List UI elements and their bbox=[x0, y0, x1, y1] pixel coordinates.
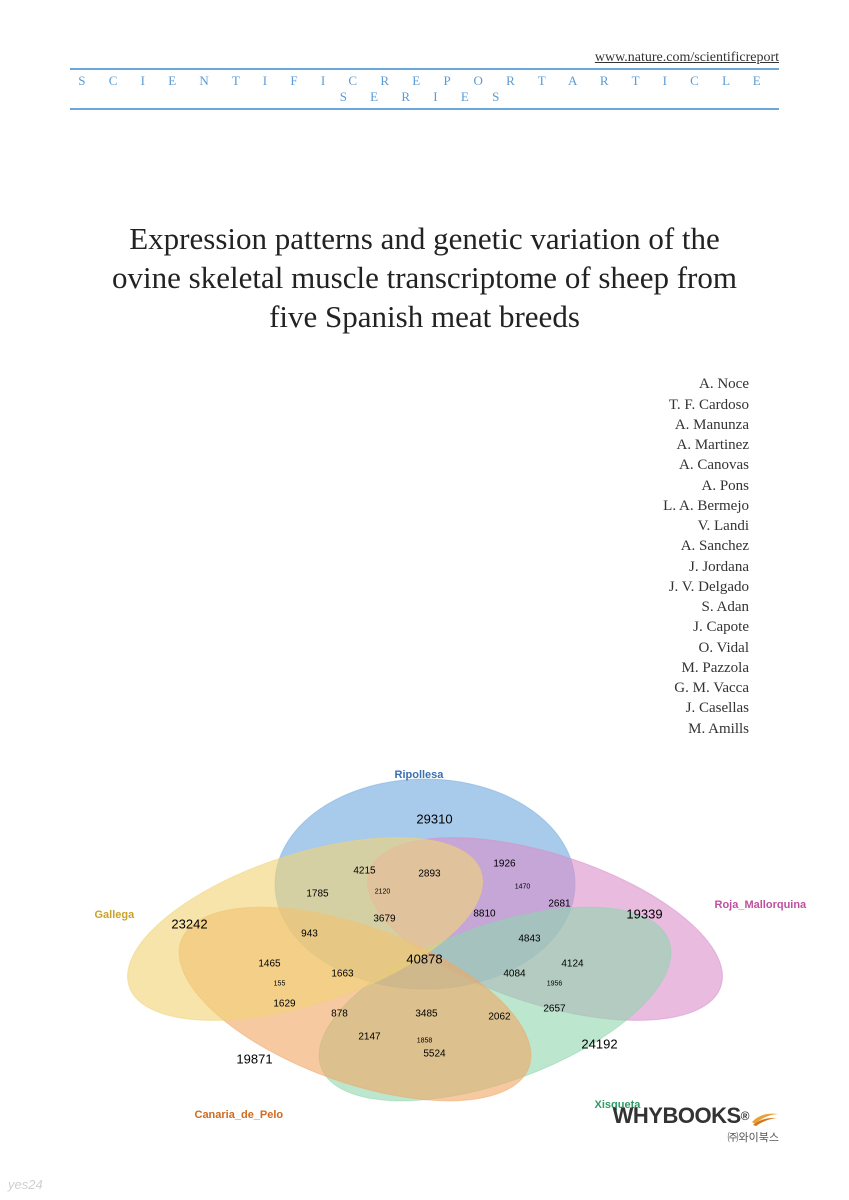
series-banner: S C I E N T I F I C R E P O R T A R T I … bbox=[70, 68, 779, 110]
author: G. M. Vacca bbox=[70, 678, 749, 698]
venn-intersection: 3679 bbox=[373, 913, 395, 924]
venn-intersection: 4215 bbox=[353, 865, 375, 876]
author-list: A. NoceT. F. CardosoA. ManunzaA. Martine… bbox=[70, 374, 779, 739]
venn-count-canaria: 19871 bbox=[236, 1051, 272, 1066]
venn-center-count: 40878 bbox=[406, 951, 442, 966]
source-url: www.nature.com/scientificreport bbox=[70, 50, 779, 66]
author: A. Sanchez bbox=[70, 536, 749, 556]
venn-count-ripollesa: 29310 bbox=[416, 811, 452, 826]
venn-intersection: 2657 bbox=[543, 1003, 565, 1014]
author: J. V. Delgado bbox=[70, 577, 749, 597]
venn-intersection: 155 bbox=[274, 980, 286, 987]
publisher-brand: WHYBOOKS® bbox=[613, 1103, 779, 1129]
venn-intersection: 943 bbox=[301, 928, 318, 939]
page-root: www.nature.com/scientificreport S C I E … bbox=[0, 0, 849, 1200]
publisher-sub: ㈜와이북스 bbox=[613, 1129, 779, 1145]
venn-intersection: 878 bbox=[331, 1008, 348, 1019]
venn-label-ripollesa: Ripollesa bbox=[395, 769, 444, 781]
venn-intersection: 1465 bbox=[258, 958, 280, 969]
venn-intersection: 4124 bbox=[561, 958, 583, 969]
author: J. Jordana bbox=[70, 557, 749, 577]
brand-reg: ® bbox=[741, 1109, 749, 1123]
venn-count-roja: 19339 bbox=[626, 906, 662, 921]
watermark: yes24 bbox=[8, 1177, 43, 1192]
venn-intersection: 3485 bbox=[415, 1008, 437, 1019]
paper-title: Expression patterns and genetic variatio… bbox=[110, 220, 739, 336]
brand-swoosh-icon bbox=[751, 1107, 779, 1125]
venn-count-gallega: 23242 bbox=[171, 916, 207, 931]
venn-intersection: 1663 bbox=[331, 968, 353, 979]
venn-intersection: 1956 bbox=[547, 980, 563, 987]
author: A. Noce bbox=[70, 374, 749, 394]
publisher-block: WHYBOOKS® ㈜와이북스 bbox=[613, 1103, 779, 1145]
venn-intersection: 1629 bbox=[273, 998, 295, 1009]
venn-intersection: 1470 bbox=[515, 883, 531, 890]
brand-text: WHYBOOKS bbox=[613, 1103, 741, 1129]
author: J. Capote bbox=[70, 617, 749, 637]
venn-intersection: 2893 bbox=[418, 868, 440, 879]
venn-label-gallega: Gallega bbox=[95, 909, 135, 921]
venn-label-canaria: Canaria_de_Pelo bbox=[195, 1109, 284, 1121]
venn-diagram: Ripollesa29310Roja_Mallorquina19339Xisqu… bbox=[75, 769, 775, 1129]
author: A. Manunza bbox=[70, 415, 749, 435]
author: A. Martinez bbox=[70, 435, 749, 455]
venn-intersection: 8810 bbox=[473, 908, 495, 919]
title-block: Expression patterns and genetic variatio… bbox=[70, 220, 779, 336]
banner-text: S C I E N T I F I C R E P O R T A R T I … bbox=[78, 73, 770, 104]
author: L. A. Bermejo bbox=[70, 496, 749, 516]
author: O. Vidal bbox=[70, 638, 749, 658]
swoosh-upper bbox=[752, 1114, 778, 1124]
author: A. Canovas bbox=[70, 455, 749, 475]
venn-intersection: 1858 bbox=[417, 1037, 433, 1044]
author: T. F. Cardoso bbox=[70, 395, 749, 415]
venn-intersection: 1926 bbox=[493, 858, 515, 869]
venn-count-xisqueta: 24192 bbox=[581, 1036, 617, 1051]
author: M. Pazzola bbox=[70, 658, 749, 678]
venn-intersection: 2681 bbox=[548, 898, 570, 909]
venn-intersection: 2120 bbox=[375, 888, 391, 895]
venn-label-roja: Roja_Mallorquina bbox=[715, 899, 807, 911]
venn-intersection: 1785 bbox=[306, 888, 328, 899]
author: J. Casellas bbox=[70, 698, 749, 718]
venn-intersection: 4843 bbox=[518, 933, 540, 944]
author: M. Amills bbox=[70, 719, 749, 739]
venn-intersection: 2147 bbox=[358, 1031, 380, 1042]
author: V. Landi bbox=[70, 516, 749, 536]
venn-intersection: 2062 bbox=[488, 1011, 510, 1022]
venn-intersection: 4084 bbox=[503, 968, 525, 979]
venn-intersection: 5524 bbox=[423, 1048, 445, 1059]
author: S. Adan bbox=[70, 597, 749, 617]
author: A. Pons bbox=[70, 476, 749, 496]
